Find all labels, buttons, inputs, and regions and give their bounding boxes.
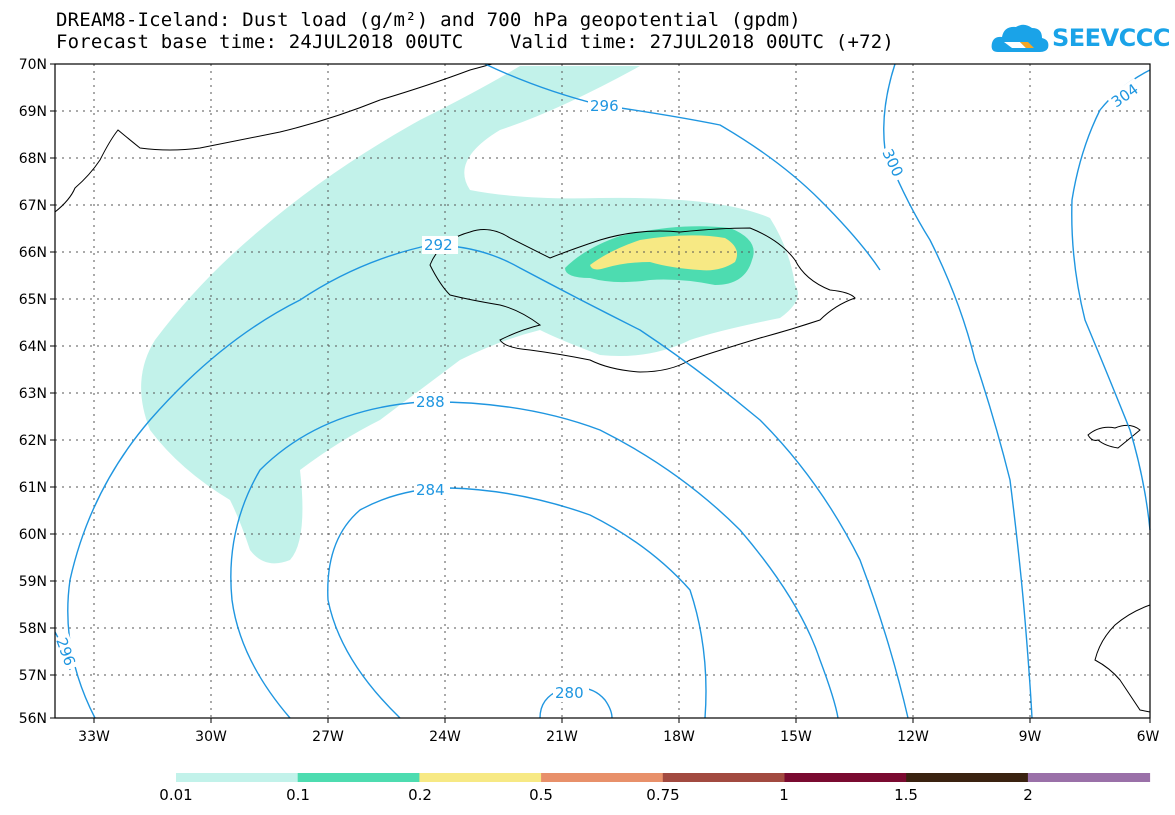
dust-region-0.01 [141,66,798,564]
iceland-coast [429,227,856,373]
lat-labels: 70N 69N 68N 67N 66N 65N 64N 63N 62N 61N … [19,57,47,727]
dust-shading [141,66,798,564]
contour-284 [327,487,707,719]
lat-label: 57N [19,668,47,684]
lat-label: 62N [19,433,47,449]
lon-label: 21W [546,729,578,745]
lon-labels: 33W 30W 27W 24W 21W 18W 15W 12W 9W 6W [78,729,1159,745]
lon-label: 15W [780,729,812,745]
logo-text: SEEVCCC [1052,24,1171,52]
contour-label: 288 [416,393,445,411]
scotland-coast [1094,604,1151,713]
legend-swatch [176,773,299,782]
contour-292 [67,244,909,719]
lon-label: 27W [312,729,344,745]
lon-label: 6W [1137,729,1160,745]
lat-label: 59N [19,574,47,590]
contour-label: 280 [555,684,584,702]
map-subtitle: Forecast base time: 24JUL2018 00UTC Vali… [56,31,895,53]
lat-label: 64N [19,339,47,355]
contour-label: 284 [416,481,445,499]
lon-label: 9W [1019,729,1042,745]
lon-label: 30W [195,729,227,745]
legend-swatch [419,773,542,782]
contour-label: 292 [424,236,453,254]
lat-label: 68N [19,151,47,167]
contour-304 [1071,69,1151,531]
lat-label: 61N [19,480,47,496]
legend-label: 0.01 [159,786,193,804]
contour-288 [230,401,839,719]
lat-label: 66N [19,245,47,261]
lat-label: 70N [19,57,47,73]
lat-label: 69N [19,104,47,120]
lon-label: 18W [663,729,695,745]
legend-label: 1.5 [894,786,918,804]
legend-label: 0.75 [646,786,680,804]
legend-colorbar [176,773,1151,782]
lat-label: 58N [19,621,47,637]
lon-label: 24W [429,729,461,745]
lat-label: 65N [19,292,47,308]
legend-label: 0.1 [286,786,310,804]
cloud-icon [991,24,1049,52]
legend-swatch [297,773,420,782]
lat-label: 67N [19,198,47,214]
legend-swatch [662,773,785,782]
legend-swatch [541,773,664,782]
lat-label: 63N [19,386,47,402]
coastline [54,63,1151,713]
legend-swatch [906,773,1029,782]
map-title: DREAM8-Iceland: Dust load (g/m²) and 700… [56,9,801,31]
graticule [55,64,1150,718]
legend-label: 0.5 [529,786,553,804]
greenland-coast [54,63,493,213]
contour-label: 296 [52,635,79,668]
map-frame [54,63,1151,719]
lon-label: 12W [897,729,929,745]
legend-label: 0.2 [408,786,432,804]
contour-300 [883,63,1033,719]
contour-label: 296 [590,97,619,115]
legend-swatch [1027,773,1151,782]
lat-label: 60N [19,527,47,543]
faroe-coast [1087,424,1141,449]
legend-label: 1 [779,786,789,804]
legend-label: 2 [1023,786,1033,804]
lon-label: 33W [78,729,110,745]
lat-label: 56N [19,711,47,727]
contour-296-north [484,63,881,271]
dust-region-0.2 [590,235,738,271]
tick-marks [50,63,1151,723]
legend-swatch [784,773,907,782]
